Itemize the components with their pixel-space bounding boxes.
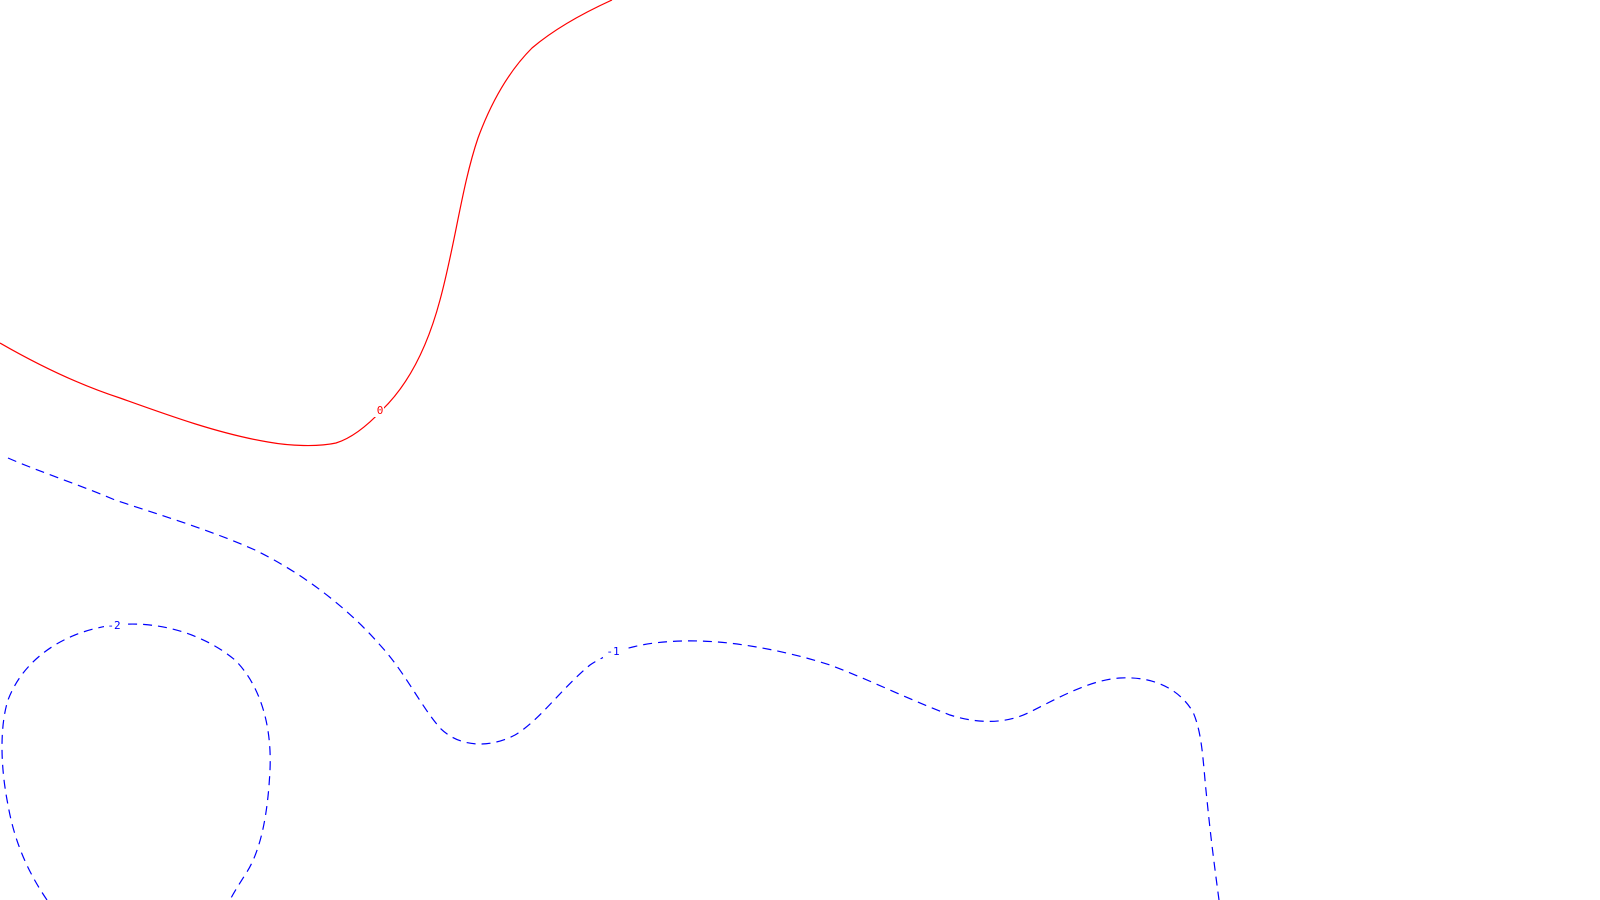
contour-line-0 — [0, 0, 613, 447]
contour-label-minus-1: -1 — [606, 645, 619, 658]
contour-label-0: 0 — [377, 404, 384, 417]
contour-label-minus-1-bg — [603, 644, 623, 658]
contour-line-minus-1 — [7, 457, 1220, 900]
contour-label-minus-2-bg — [104, 618, 124, 632]
contour-line-minus-2 — [1, 623, 271, 900]
contour-label-0-bg — [372, 403, 384, 417]
contour-label-minus-2: -2 — [107, 619, 120, 632]
